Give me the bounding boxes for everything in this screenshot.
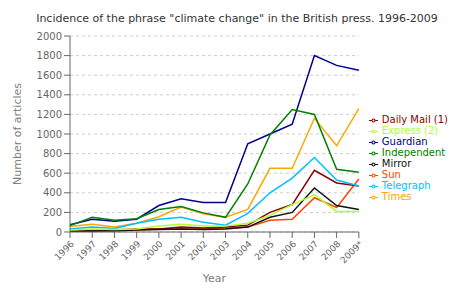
svg-text:1200: 1200 bbox=[37, 109, 62, 120]
svg-text:400: 400 bbox=[43, 187, 62, 198]
svg-text:Year: Year bbox=[202, 272, 227, 285]
html-text:Telegraph: Telegraph bbox=[381, 180, 431, 191]
svg-text:800: 800 bbox=[43, 148, 62, 159]
svg-text:2003: 2003 bbox=[208, 239, 231, 262]
html-text:Daily Mail (1): Daily Mail (1) bbox=[381, 114, 448, 125]
svg-text:2002: 2002 bbox=[186, 239, 209, 262]
html-text:Incidence of the phrase "clima: Incidence of the phrase "climate change"… bbox=[36, 12, 438, 25]
html-text:Express (2): Express (2) bbox=[381, 125, 439, 136]
html-text:Independent: Independent bbox=[381, 147, 446, 158]
svg-text:600: 600 bbox=[43, 168, 62, 179]
svg-text:2009*: 2009* bbox=[338, 239, 365, 266]
svg-text:1999: 1999 bbox=[119, 239, 142, 262]
html-text:Guardian: Guardian bbox=[381, 136, 428, 147]
svg-text:2007: 2007 bbox=[297, 239, 320, 262]
html-text:Sun: Sun bbox=[381, 169, 401, 180]
svg-text:2001: 2001 bbox=[164, 239, 187, 262]
svg-text:1000: 1000 bbox=[37, 129, 62, 140]
svg-text:0: 0 bbox=[56, 227, 62, 238]
svg-text:2005: 2005 bbox=[253, 239, 276, 262]
svg-text:2000: 2000 bbox=[37, 31, 62, 42]
svg-text:1800: 1800 bbox=[37, 50, 62, 61]
svg-text:1996: 1996 bbox=[53, 239, 76, 262]
svg-text:1997: 1997 bbox=[75, 239, 98, 262]
svg-text:2000: 2000 bbox=[142, 239, 165, 262]
svg-text:1600: 1600 bbox=[37, 70, 62, 81]
svg-text:1998: 1998 bbox=[97, 239, 120, 262]
svg-text:2004: 2004 bbox=[230, 239, 253, 262]
svg-text:Number of articles: Number of articles bbox=[11, 83, 24, 185]
html-text:Mirror: Mirror bbox=[381, 158, 412, 169]
svg-text:2008: 2008 bbox=[319, 238, 343, 263]
svg-text:2006: 2006 bbox=[275, 239, 298, 262]
svg-text:1400: 1400 bbox=[37, 89, 62, 100]
svg-text:200: 200 bbox=[43, 207, 62, 218]
html-text:Times: Times bbox=[381, 191, 412, 202]
